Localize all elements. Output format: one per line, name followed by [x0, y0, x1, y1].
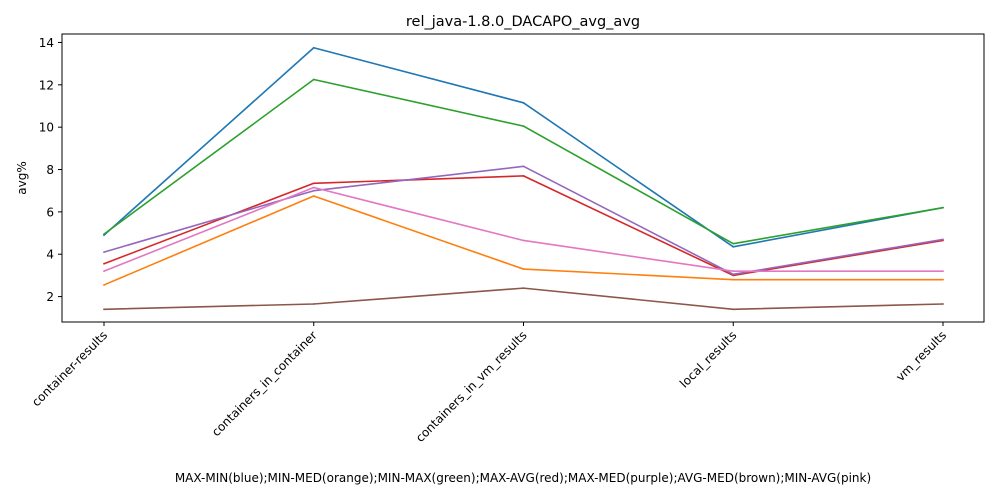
data-point [103, 284, 105, 286]
y-tick-label: 12 [39, 78, 54, 92]
y-tick-label: 8 [46, 163, 54, 177]
data-point [942, 303, 944, 305]
data-point [732, 245, 735, 248]
data-point [942, 270, 944, 273]
data-point [312, 189, 315, 192]
data-point [312, 78, 315, 81]
y-tick-label: 14 [39, 36, 54, 50]
series-line-2 [103, 78, 944, 245]
data-point [312, 46, 315, 49]
x-tick-label: containers_in_container [209, 328, 320, 439]
y-tick-label: 6 [46, 205, 54, 219]
x-axis: container-results containers_in_container… [29, 322, 949, 445]
data-point [522, 125, 525, 128]
data-point [103, 270, 105, 273]
plot-frame [61, 33, 985, 323]
data-point [942, 238, 944, 241]
y-tick-label: 2 [46, 290, 54, 304]
chart-title: rel_java-1.8.0_DACAPO_avg_avg [406, 14, 640, 30]
x-tick-label: container-results [29, 328, 110, 409]
data-point [103, 308, 105, 311]
series-line-5 [103, 287, 944, 311]
data-point [103, 251, 105, 254]
x-tick-label: containers_in_vm_results [413, 328, 530, 445]
data-point [312, 186, 315, 189]
data-point [522, 239, 525, 242]
data-point [103, 233, 105, 236]
data-point [732, 308, 735, 311]
data-point [942, 278, 944, 281]
x-axis-label: MAX-MIN(blue);MIN-MED(orange);MIN-MAX(gr… [175, 471, 871, 485]
series-layer [103, 46, 944, 311]
data-point [312, 303, 315, 305]
x-tick-label: vm_results [893, 328, 949, 384]
y-tick-label: 4 [46, 248, 54, 262]
data-point [312, 195, 315, 197]
data-point [732, 278, 735, 281]
data-point [522, 174, 525, 177]
data-point [732, 273, 735, 276]
y-tick-label: 10 [39, 121, 54, 135]
data-point [522, 268, 525, 270]
data-point [732, 270, 735, 273]
data-point [522, 101, 525, 104]
data-point [942, 206, 944, 209]
data-point [522, 165, 525, 168]
data-point [522, 287, 525, 290]
data-point [103, 262, 105, 265]
data-point [312, 182, 315, 185]
y-axis-label: avg% [15, 161, 29, 194]
series-line-0 [103, 46, 944, 248]
y-axis: 2 4 6 8 10 12 14 [39, 36, 62, 304]
x-tick-label: local_results [677, 328, 739, 390]
data-point [732, 242, 735, 245]
